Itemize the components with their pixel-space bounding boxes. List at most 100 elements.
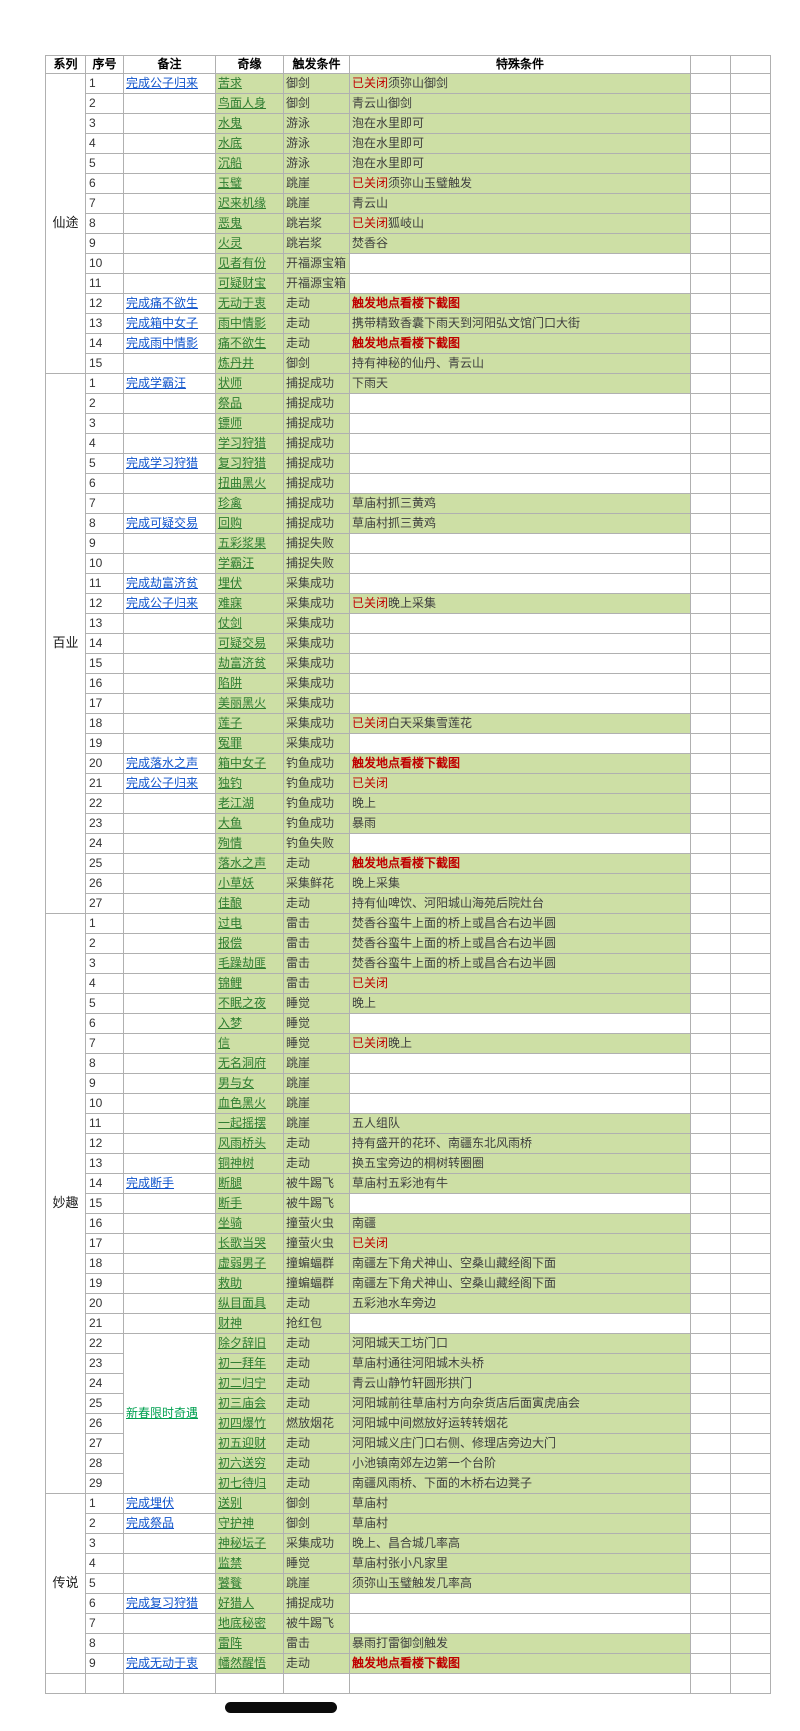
encounter-link[interactable]: 痛不欲生 [218, 335, 267, 350]
encounter-link[interactable]: 守护神 [218, 1515, 255, 1530]
encounter-link[interactable]: 沉船 [218, 155, 243, 170]
encounter-link[interactable]: 锦鲤 [218, 975, 243, 990]
encounter-link[interactable]: 幡然醒悟 [218, 1655, 267, 1670]
encounter-link[interactable]: 初四爆竹 [218, 1415, 267, 1430]
encounter-link[interactable]: 救助 [218, 1275, 243, 1290]
encounter-link[interactable]: 断腿 [218, 1175, 243, 1190]
encounter-link[interactable]: 老江湖 [218, 795, 255, 810]
encounter-link[interactable]: 财神 [218, 1315, 243, 1330]
encounter-link[interactable]: 报偿 [218, 935, 243, 950]
encounter-link[interactable]: 难寐 [218, 595, 243, 610]
encounter-link[interactable]: 玉璧 [218, 175, 243, 190]
encounter-link[interactable]: 送别 [218, 1495, 243, 1510]
encounter-link[interactable]: 雨中情影 [218, 315, 267, 330]
encounter-link[interactable]: 铜神树 [218, 1155, 255, 1170]
note-link[interactable]: 完成学霸汪 [126, 375, 187, 390]
encounter-link[interactable]: 无动于衷 [218, 295, 267, 310]
encounter-link[interactable]: 过电 [218, 915, 243, 930]
encounter-link[interactable]: 火灵 [218, 235, 243, 250]
encounter-link[interactable]: 迟来机缘 [218, 195, 267, 210]
encounter-link[interactable]: 毛躁劫匪 [218, 955, 267, 970]
encounter-link[interactable]: 初五迎财 [218, 1435, 267, 1450]
encounter-link[interactable]: 见者有份 [218, 255, 267, 270]
encounter-link[interactable]: 饕餮 [218, 1575, 243, 1590]
note-link[interactable]: 完成箱中女子 [126, 315, 199, 330]
encounter-link[interactable]: 初二归宁 [218, 1375, 267, 1390]
encounter-link[interactable]: 初三庙会 [218, 1395, 267, 1410]
encounter-link[interactable]: 镖师 [218, 415, 243, 430]
encounter-link[interactable]: 陷阱 [218, 675, 243, 690]
note-link[interactable]: 完成劫富济贫 [126, 575, 199, 590]
encounter-link[interactable]: 祭品 [218, 395, 243, 410]
note-link[interactable]: 新春限时奇遇 [126, 1405, 199, 1420]
encounter-link[interactable]: 学习狩猎 [218, 435, 267, 450]
encounter-link[interactable]: 风雨桥头 [218, 1135, 267, 1150]
encounter-link[interactable]: 雷阵 [218, 1635, 243, 1650]
encounter-link[interactable]: 地底秘密 [218, 1615, 267, 1630]
encounter-link[interactable]: 虚弱男子 [218, 1255, 267, 1270]
encounter-link[interactable]: 埋伏 [218, 575, 243, 590]
encounter-link[interactable]: 独钓 [218, 775, 243, 790]
encounter-link[interactable]: 水底 [218, 135, 243, 150]
encounter-link[interactable]: 纵目面具 [218, 1295, 267, 1310]
encounter-link[interactable]: 一起摇摆 [218, 1115, 267, 1130]
encounter-link[interactable]: 小草妖 [218, 875, 255, 890]
encounter-link[interactable]: 珍禽 [218, 495, 243, 510]
encounter-link[interactable]: 可疑交易 [218, 635, 267, 650]
encounter-link[interactable]: 佳酿 [218, 895, 243, 910]
encounter-link[interactable]: 不眠之夜 [218, 995, 267, 1010]
encounter-link[interactable]: 除夕辞旧 [218, 1335, 267, 1350]
encounter-link[interactable]: 复习狩猎 [218, 455, 267, 470]
encounter-link[interactable]: 劫富济贫 [218, 655, 267, 670]
encounter-link[interactable]: 箱中女子 [218, 755, 267, 770]
note-link[interactable]: 完成祭品 [126, 1515, 175, 1530]
note-link[interactable]: 完成复习狩猎 [126, 1595, 199, 1610]
encounter-link[interactable]: 学霸汪 [218, 555, 255, 570]
encounter-link[interactable]: 断手 [218, 1195, 243, 1210]
encounter-link[interactable]: 苦求 [218, 75, 243, 90]
encounter-link[interactable]: 美丽黑火 [218, 695, 267, 710]
encounter-link[interactable]: 初六送穷 [218, 1455, 267, 1470]
encounter-link[interactable]: 恶鬼 [218, 215, 243, 230]
encounter-link[interactable]: 信 [218, 1035, 231, 1050]
encounter-link[interactable]: 坐骑 [218, 1215, 243, 1230]
encounter-link[interactable]: 初一拜年 [218, 1355, 267, 1370]
encounter-link[interactable]: 回购 [218, 515, 243, 530]
encounter-link[interactable]: 鸟面人身 [218, 95, 267, 110]
encounter-link[interactable]: 大鱼 [218, 815, 243, 830]
encounter-link[interactable]: 血色黑火 [218, 1095, 267, 1110]
encounter-link[interactable]: 入梦 [218, 1015, 243, 1030]
encounter-link[interactable]: 无名洞府 [218, 1055, 267, 1070]
encounter-link[interactable]: 水鬼 [218, 115, 243, 130]
encounter-link[interactable]: 监禁 [218, 1555, 243, 1570]
encounter-link[interactable]: 好猎人 [218, 1595, 255, 1610]
encounter-link[interactable]: 仗剑 [218, 615, 243, 630]
note-link[interactable]: 完成埋伏 [126, 1495, 175, 1510]
encounter-link[interactable]: 状师 [218, 375, 243, 390]
note-link[interactable]: 完成公子归来 [126, 595, 199, 610]
note-link[interactable]: 完成可疑交易 [126, 515, 199, 530]
note-link[interactable]: 完成公子归来 [126, 75, 199, 90]
encounter-link[interactable]: 落水之声 [218, 855, 267, 870]
encounter-link[interactable]: 可疑财宝 [218, 275, 267, 290]
encounter-link[interactable]: 长歌当哭 [218, 1235, 267, 1250]
cell-encounter: 学习狩猎 [215, 433, 284, 454]
encounter-link[interactable]: 冤罪 [218, 735, 243, 750]
note-link[interactable]: 完成雨中情影 [126, 335, 199, 350]
note-link[interactable]: 完成学习狩猎 [126, 455, 199, 470]
cell-encounter: 过电 [215, 913, 284, 934]
encounter-link[interactable]: 五彩浆果 [218, 535, 267, 550]
encounter-link[interactable]: 神秘坛子 [218, 1535, 267, 1550]
home-indicator-bar[interactable] [225, 1702, 337, 1713]
note-link[interactable]: 完成断手 [126, 1175, 175, 1190]
encounter-link[interactable]: 殉情 [218, 835, 243, 850]
encounter-link[interactable]: 炼丹井 [218, 355, 255, 370]
note-link[interactable]: 完成公子归来 [126, 775, 199, 790]
note-link[interactable]: 完成无动于衷 [126, 1655, 199, 1670]
encounter-link[interactable]: 初七待归 [218, 1475, 267, 1490]
encounter-link[interactable]: 扭曲黑火 [218, 475, 267, 490]
note-link[interactable]: 完成痛不欲生 [126, 295, 199, 310]
encounter-link[interactable]: 莲子 [218, 715, 243, 730]
note-link[interactable]: 完成落水之声 [126, 755, 199, 770]
encounter-link[interactable]: 男与女 [218, 1075, 255, 1090]
